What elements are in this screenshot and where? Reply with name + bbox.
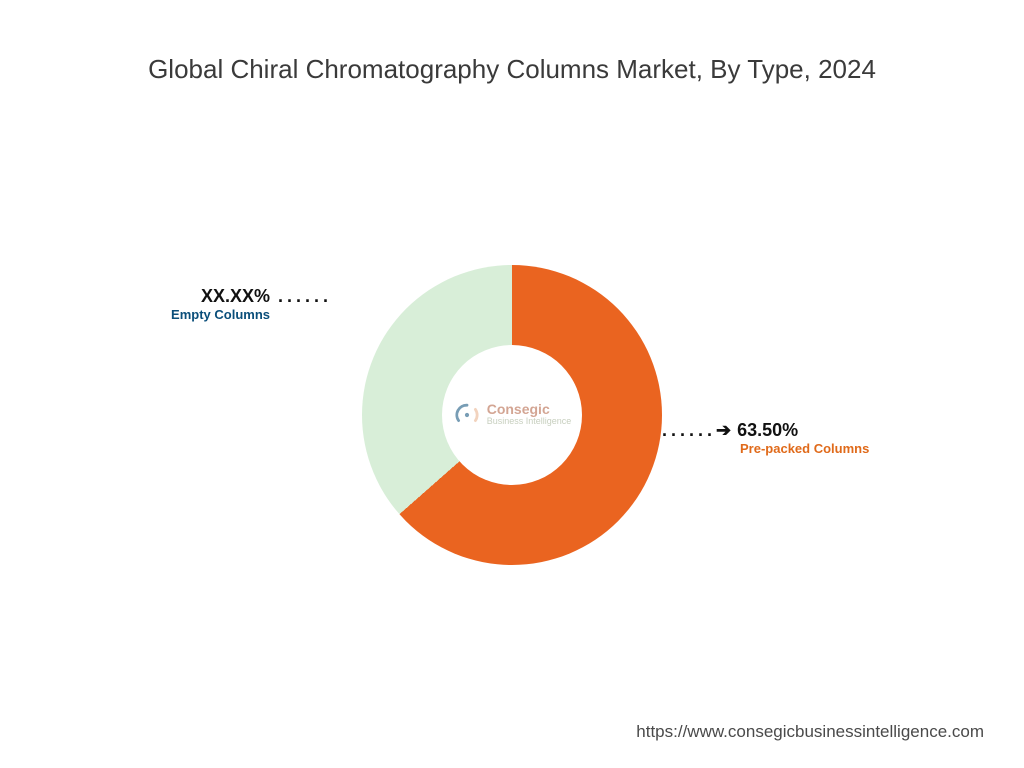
watermark-logo: Consegic Business Intelligence <box>453 401 572 429</box>
footer-url: https://www.consegicbusinessintelligence… <box>636 722 984 742</box>
prepacked-columns-pct: 63.50% <box>737 420 798 441</box>
donut-chart: Consegic Business Intelligence <box>362 265 662 565</box>
arrow-right-icon: ➔ <box>716 420 731 441</box>
watermark-line2: Business Intelligence <box>487 416 572 427</box>
donut-ring: Consegic Business Intelligence <box>362 265 662 565</box>
footer-url-text: https://www.consegicbusinessintelligence… <box>636 722 984 741</box>
empty-columns-name: Empty Columns <box>132 307 270 322</box>
leader-dots-right: ...... <box>662 420 716 441</box>
chart-title-text: Global Chiral Chromatography Columns Mar… <box>148 54 876 84</box>
label-empty-columns: XX.XX% ...... Empty Columns <box>132 286 332 322</box>
label-prepacked-columns: ...... ➔ 63.50% Pre-packed Columns <box>662 420 922 456</box>
leader-dots-left: ...... <box>278 286 332 307</box>
chart-title: Global Chiral Chromatography Columns Mar… <box>0 54 1024 85</box>
donut-hole: Consegic Business Intelligence <box>442 345 582 485</box>
watermark-line1: Consegic <box>487 402 572 416</box>
prepacked-columns-name: Pre-packed Columns <box>740 441 922 456</box>
logo-icon <box>453 401 481 429</box>
watermark-text: Consegic Business Intelligence <box>487 402 572 427</box>
empty-columns-pct: XX.XX% <box>201 286 270 307</box>
